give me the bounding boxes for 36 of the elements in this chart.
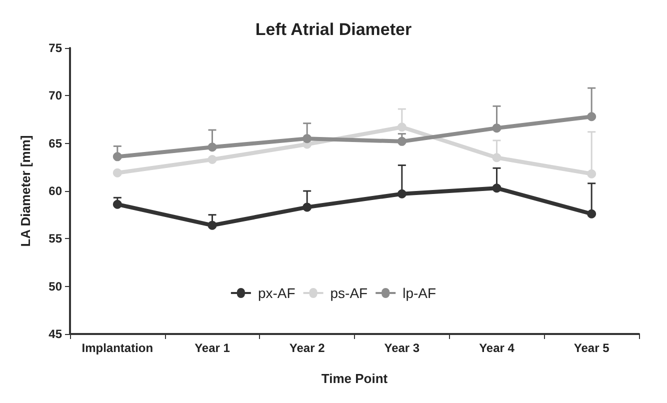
y-tick-label: 45	[48, 327, 62, 341]
y-axis-title: LA Diameter [mm]	[18, 135, 33, 247]
point	[492, 153, 502, 162]
point	[492, 124, 502, 133]
point	[112, 152, 122, 162]
point	[587, 112, 596, 122]
point	[397, 122, 406, 132]
point	[302, 134, 312, 144]
point	[397, 189, 406, 198]
y-tick-label: 75	[48, 41, 62, 55]
point	[208, 220, 217, 230]
y-tick-label: 60	[48, 184, 62, 198]
y-tick-label: 65	[48, 136, 62, 150]
x-tick-label: Year 3	[384, 341, 420, 355]
point	[208, 155, 217, 164]
x-tick-label: Year 5	[574, 341, 610, 355]
x-tick-label: Year 4	[479, 341, 515, 355]
point	[397, 136, 406, 146]
point	[587, 209, 596, 218]
x-axis-title: Time Point	[321, 371, 388, 386]
y-tick-label: 55	[48, 232, 62, 246]
x-tick-label: Year 1	[194, 341, 230, 355]
legend-label: px-AF	[258, 285, 296, 301]
point	[492, 184, 502, 193]
y-tick-label: 50	[48, 279, 62, 294]
point	[302, 202, 312, 212]
legend-label: lp-AF	[402, 285, 436, 301]
x-tick-label: Year 2	[289, 341, 326, 355]
y-tick-label: 70	[48, 88, 62, 103]
legend-label: ps-AF	[330, 285, 368, 301]
chart-title: Left Atrial Diameter	[255, 20, 412, 39]
x-tick-label: Implantation	[82, 341, 154, 355]
point	[208, 142, 217, 152]
point	[112, 200, 122, 209]
point	[112, 168, 122, 178]
point	[587, 169, 596, 178]
